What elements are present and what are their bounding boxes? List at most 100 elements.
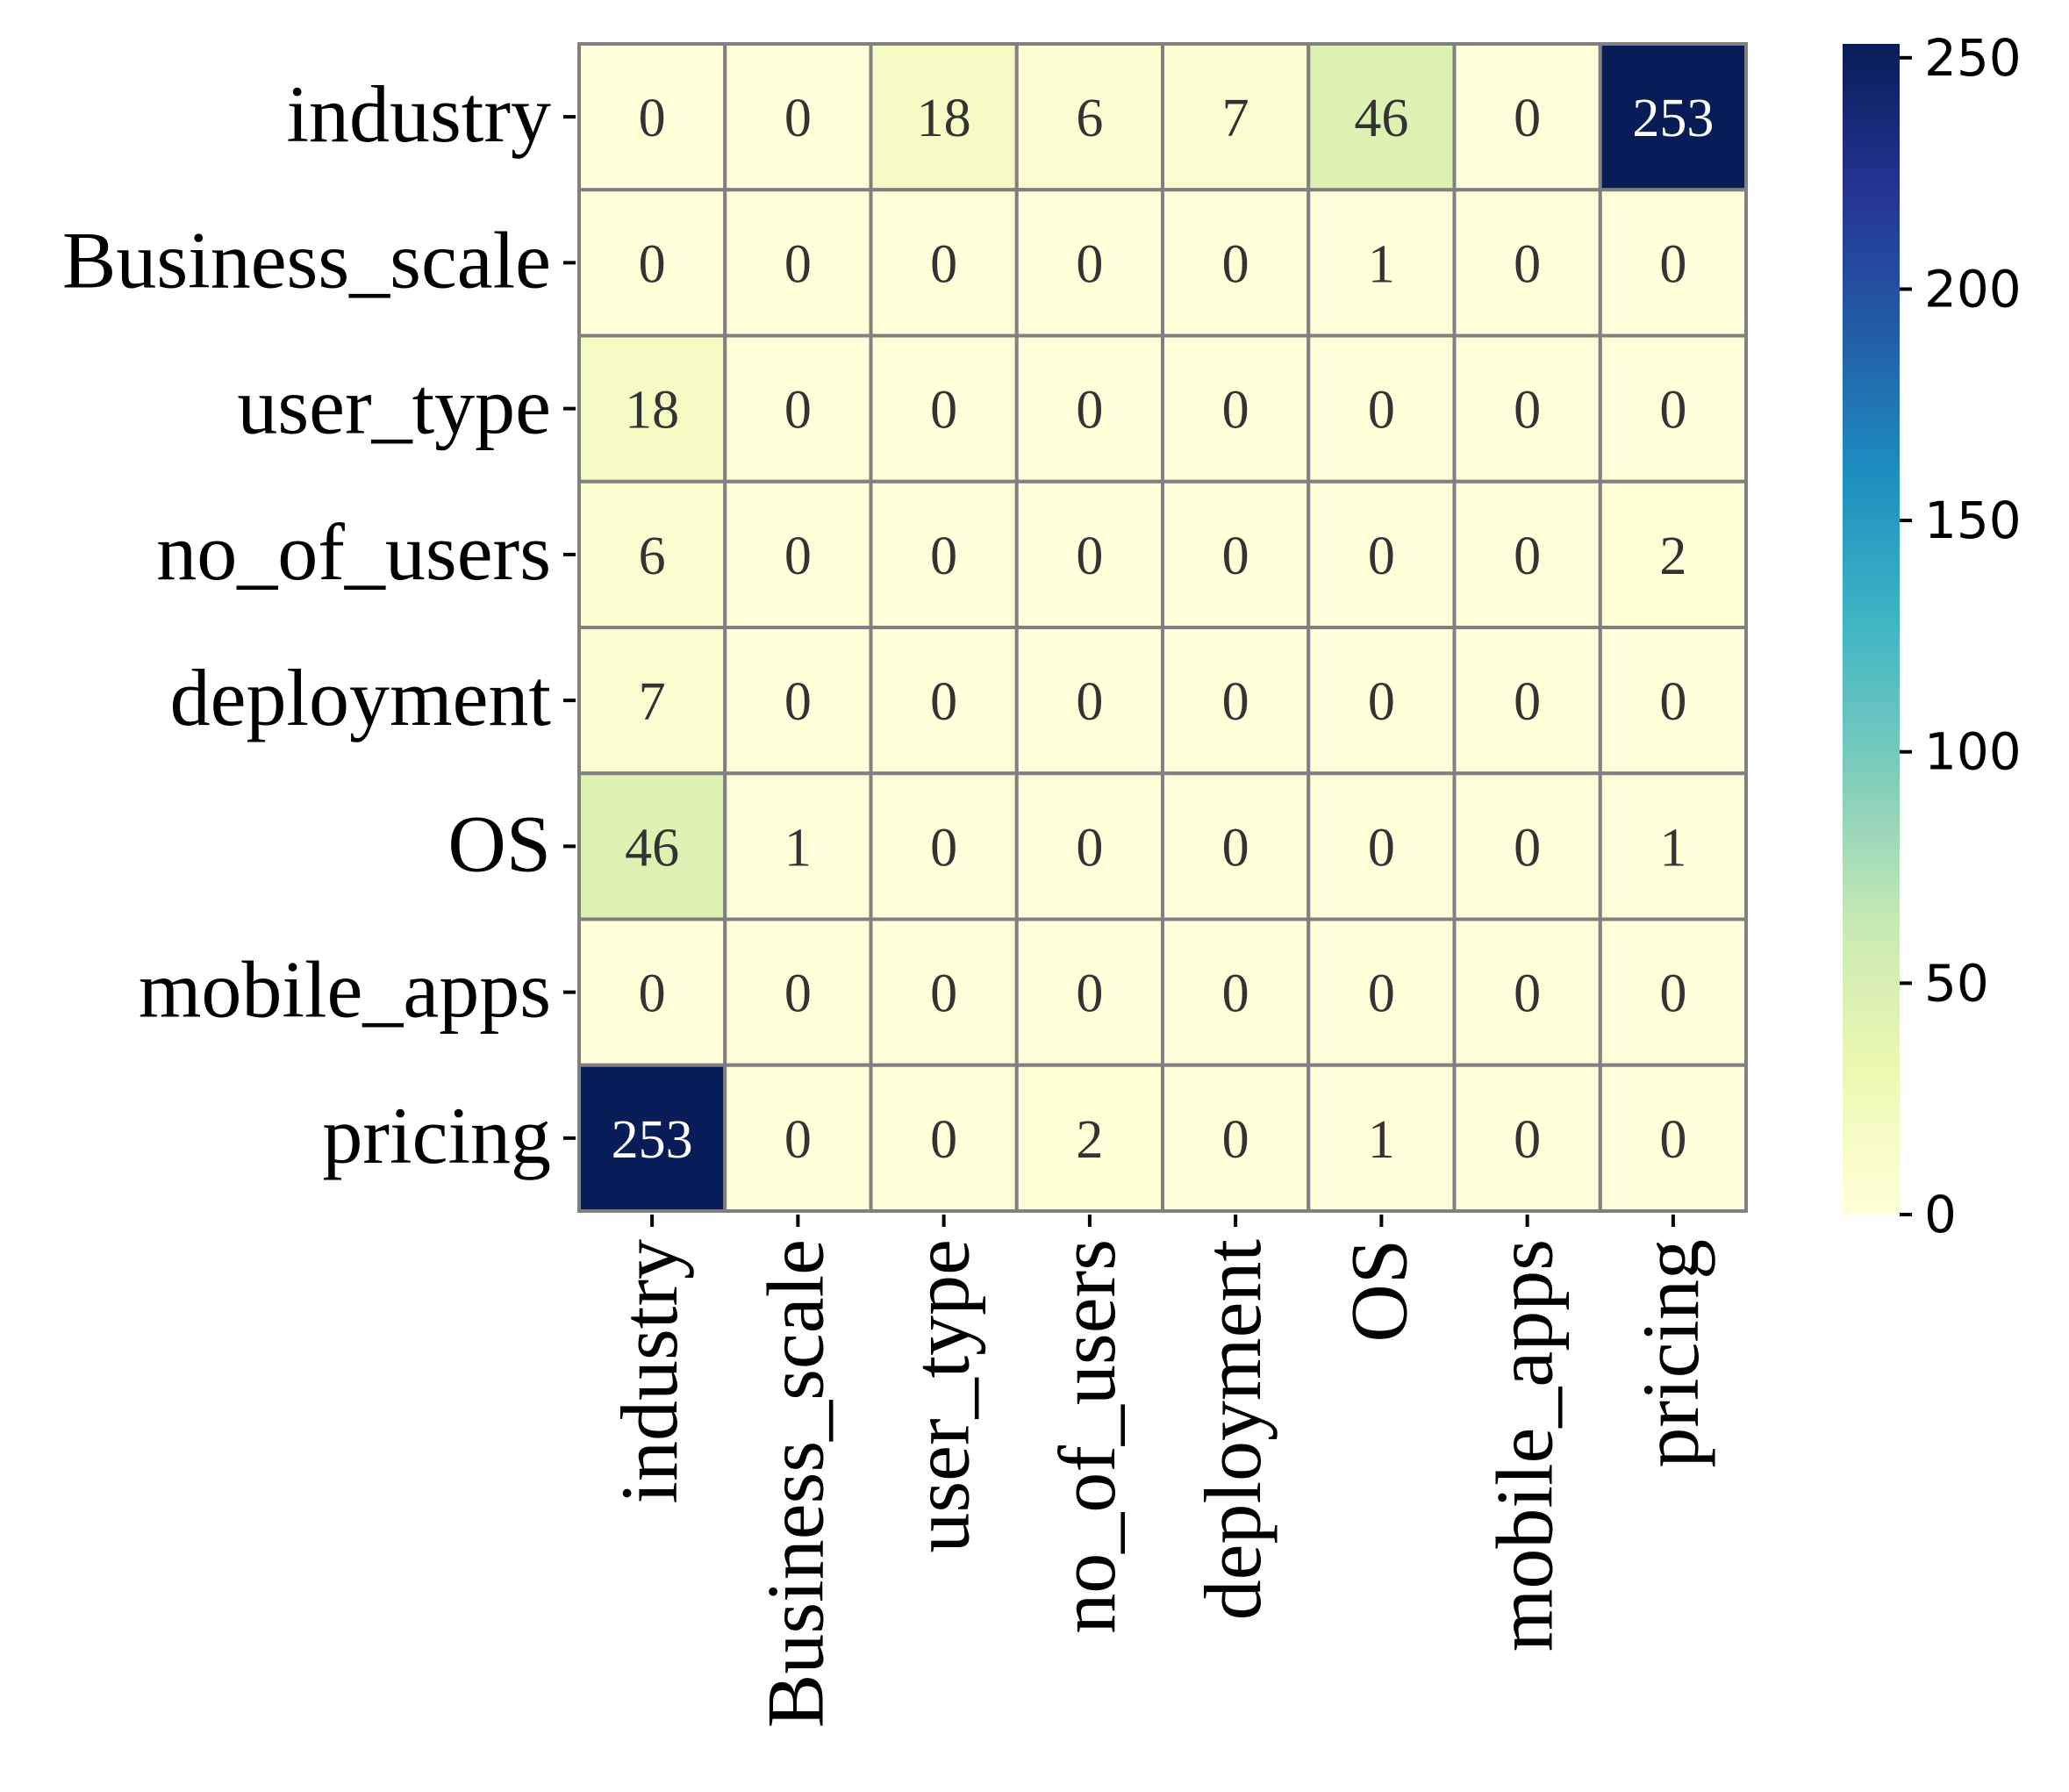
- heatmap-cell-no-of-users-user-type: [869, 479, 1019, 629]
- cell-value-label: 0: [1659, 964, 1686, 1024]
- cell-value-label: 0: [1514, 964, 1541, 1024]
- heatmap-cell-user-type-user-type: [869, 333, 1019, 484]
- cell-value-label: 0: [784, 1110, 812, 1170]
- cell-value-label: 18: [917, 89, 971, 148]
- heatmap-cell-mobile-apps-mobile-apps: [1452, 917, 1602, 1067]
- row-labels: industry Business_scale user_type no_of_use…: [62, 69, 576, 1180]
- row-label-business-scale: Business_scale: [62, 215, 551, 305]
- column-label-mobile-apps: mobile_apps: [1480, 1239, 1570, 1652]
- colorbar-tick-label: 50: [1924, 953, 1989, 1013]
- heatmap-cell-os-deployment: [1161, 771, 1311, 921]
- cell-value-label: 0: [1368, 818, 1395, 878]
- colorbar-tick-label: 200: [1924, 259, 2022, 319]
- cell-value-label: 0: [1222, 818, 1249, 878]
- cell-value-label: 0: [1659, 672, 1686, 732]
- cell-value-label: 0: [784, 234, 812, 294]
- heatmap-cell-mobile-apps-pricing: [1598, 917, 1748, 1067]
- cell-value-label: 1: [1659, 818, 1686, 878]
- cell-value-label: 0: [1514, 1110, 1541, 1170]
- cell-value-label: 0: [1514, 381, 1541, 441]
- cell-value-label: 0: [1222, 234, 1249, 294]
- column-label-industry: industry: [605, 1239, 694, 1504]
- cell-value-label: 0: [1368, 964, 1395, 1024]
- heatmap-cell-industry-business-scale: [723, 42, 873, 192]
- cell-value-label: 0: [1076, 527, 1103, 586]
- cell-value-label: 1: [1368, 234, 1395, 294]
- cell-value-label: 0: [930, 527, 957, 586]
- cell-value-label: 0: [784, 381, 812, 441]
- cell-value-label: 1: [784, 818, 812, 878]
- heatmap-cell-pricing-industry: [577, 1063, 727, 1213]
- cell-value-label: 0: [1514, 527, 1541, 586]
- cell-value-label: 0: [1076, 381, 1103, 441]
- column-label-business-scale: Business_scale: [750, 1239, 840, 1728]
- heatmap-cell-mobile-apps-os: [1307, 917, 1457, 1067]
- cell-value-label: 0: [930, 381, 957, 441]
- cell-value-label: 0: [1076, 818, 1103, 878]
- column-label-user-type: user_type: [897, 1239, 986, 1553]
- row-label-deployment: deployment: [170, 653, 552, 742]
- cell-value-label: 0: [1222, 1110, 1249, 1170]
- heatmap-cell-deployment-no-of-users: [1014, 626, 1164, 776]
- cell-value-label: 0: [1076, 672, 1103, 732]
- cell-value-label: 0: [1222, 672, 1249, 732]
- cell-value-label: 0: [930, 234, 957, 294]
- cell-value-label: 0: [1514, 818, 1541, 878]
- cell-value-label: 0: [639, 234, 666, 294]
- heatmap-cell-mobile-apps-deployment: [1161, 917, 1311, 1067]
- heatmap-cell-business-scale-pricing: [1598, 188, 1748, 338]
- colorbar-tick-label: 0: [1924, 1185, 1957, 1244]
- cell-value-label: 0: [930, 672, 957, 732]
- heatmap-cell-deployment-deployment: [1161, 626, 1311, 776]
- heatmap-cell-os-mobile-apps: [1452, 771, 1602, 921]
- heatmap-cell-business-scale-business-scale: [723, 188, 873, 338]
- cell-value-label: 6: [639, 527, 666, 586]
- colorbar-gradient: [1843, 44, 1900, 1215]
- cell-value-label: 0: [1368, 381, 1395, 441]
- cell-value-label: 0: [784, 672, 812, 732]
- heatmap-cell-pricing-no-of-users: [1014, 1063, 1164, 1213]
- cell-value-label: 0: [1659, 1110, 1686, 1170]
- heatmap-cell-mobile-apps-business-scale: [723, 917, 873, 1067]
- cell-value-label: 0: [1514, 234, 1541, 294]
- heatmap-cell-user-type-business-scale: [723, 333, 873, 484]
- cell-value-label: 18: [625, 381, 679, 441]
- heatmap-cell-os-user-type: [869, 771, 1019, 921]
- cell-value-label: 0: [930, 964, 957, 1024]
- heatmap-cell-no-of-users-deployment: [1161, 479, 1311, 629]
- colorbar-tick-label: 150: [1924, 491, 2022, 550]
- heatmap-cell-mobile-apps-user-type: [869, 917, 1019, 1067]
- colorbar: 0 50 100 150 200 250: [1843, 28, 2022, 1244]
- column-labels: industry Business_scale user_type no_of_use…: [605, 1215, 1715, 1728]
- cell-value-label: 0: [639, 89, 666, 148]
- column-label-no-of-users: no_of_users: [1042, 1239, 1132, 1634]
- cell-value-label: 0: [1076, 234, 1103, 294]
- cell-value-label: 0: [1076, 964, 1103, 1024]
- heatmap-cell-business-scale-os: [1307, 188, 1457, 338]
- row-label-mobile-apps: mobile_apps: [139, 945, 551, 1035]
- column-label-pricing: pricing: [1626, 1239, 1715, 1468]
- cell-value-label: 0: [1659, 234, 1686, 294]
- heatmap-cell-mobile-apps-industry: [577, 917, 727, 1067]
- heatmap-cell-os-os: [1307, 771, 1457, 921]
- row-label-no-of-users: no_of_users: [156, 507, 551, 597]
- cell-value-label: 0: [1222, 527, 1249, 586]
- cell-value-label: 7: [639, 672, 666, 732]
- cell-value-label: 1: [1368, 1110, 1395, 1170]
- cell-value-label: 0: [1514, 672, 1541, 732]
- row-label-industry: industry: [286, 69, 551, 159]
- cell-value-label: 2: [1076, 1110, 1103, 1170]
- heatmap-cell-industry-pricing: [1598, 42, 1748, 192]
- heatmap-cell-no-of-users-mobile-apps: [1452, 479, 1602, 629]
- cell-value-label: 0: [784, 527, 812, 586]
- heatmap-cells: 0 0 18 6 7 46 0 253 0 0 0 0 0 1 0 0 18 0 0 0 0 0 0 0 6 0 0 0 0 0 0 2 7 0 0…: [577, 42, 1748, 1213]
- cell-value-label: 0: [1368, 672, 1395, 732]
- heatmap-cell-no-of-users-no-of-users: [1014, 479, 1164, 629]
- cell-value-label: 0: [784, 89, 812, 148]
- cell-value-label: 0: [1659, 381, 1686, 441]
- cell-value-label: 0: [1222, 381, 1249, 441]
- row-label-user-type: user_type: [237, 362, 551, 451]
- heatmap-cell-industry-industry: [577, 42, 727, 192]
- colorbar-tick-label: 250: [1924, 28, 2022, 88]
